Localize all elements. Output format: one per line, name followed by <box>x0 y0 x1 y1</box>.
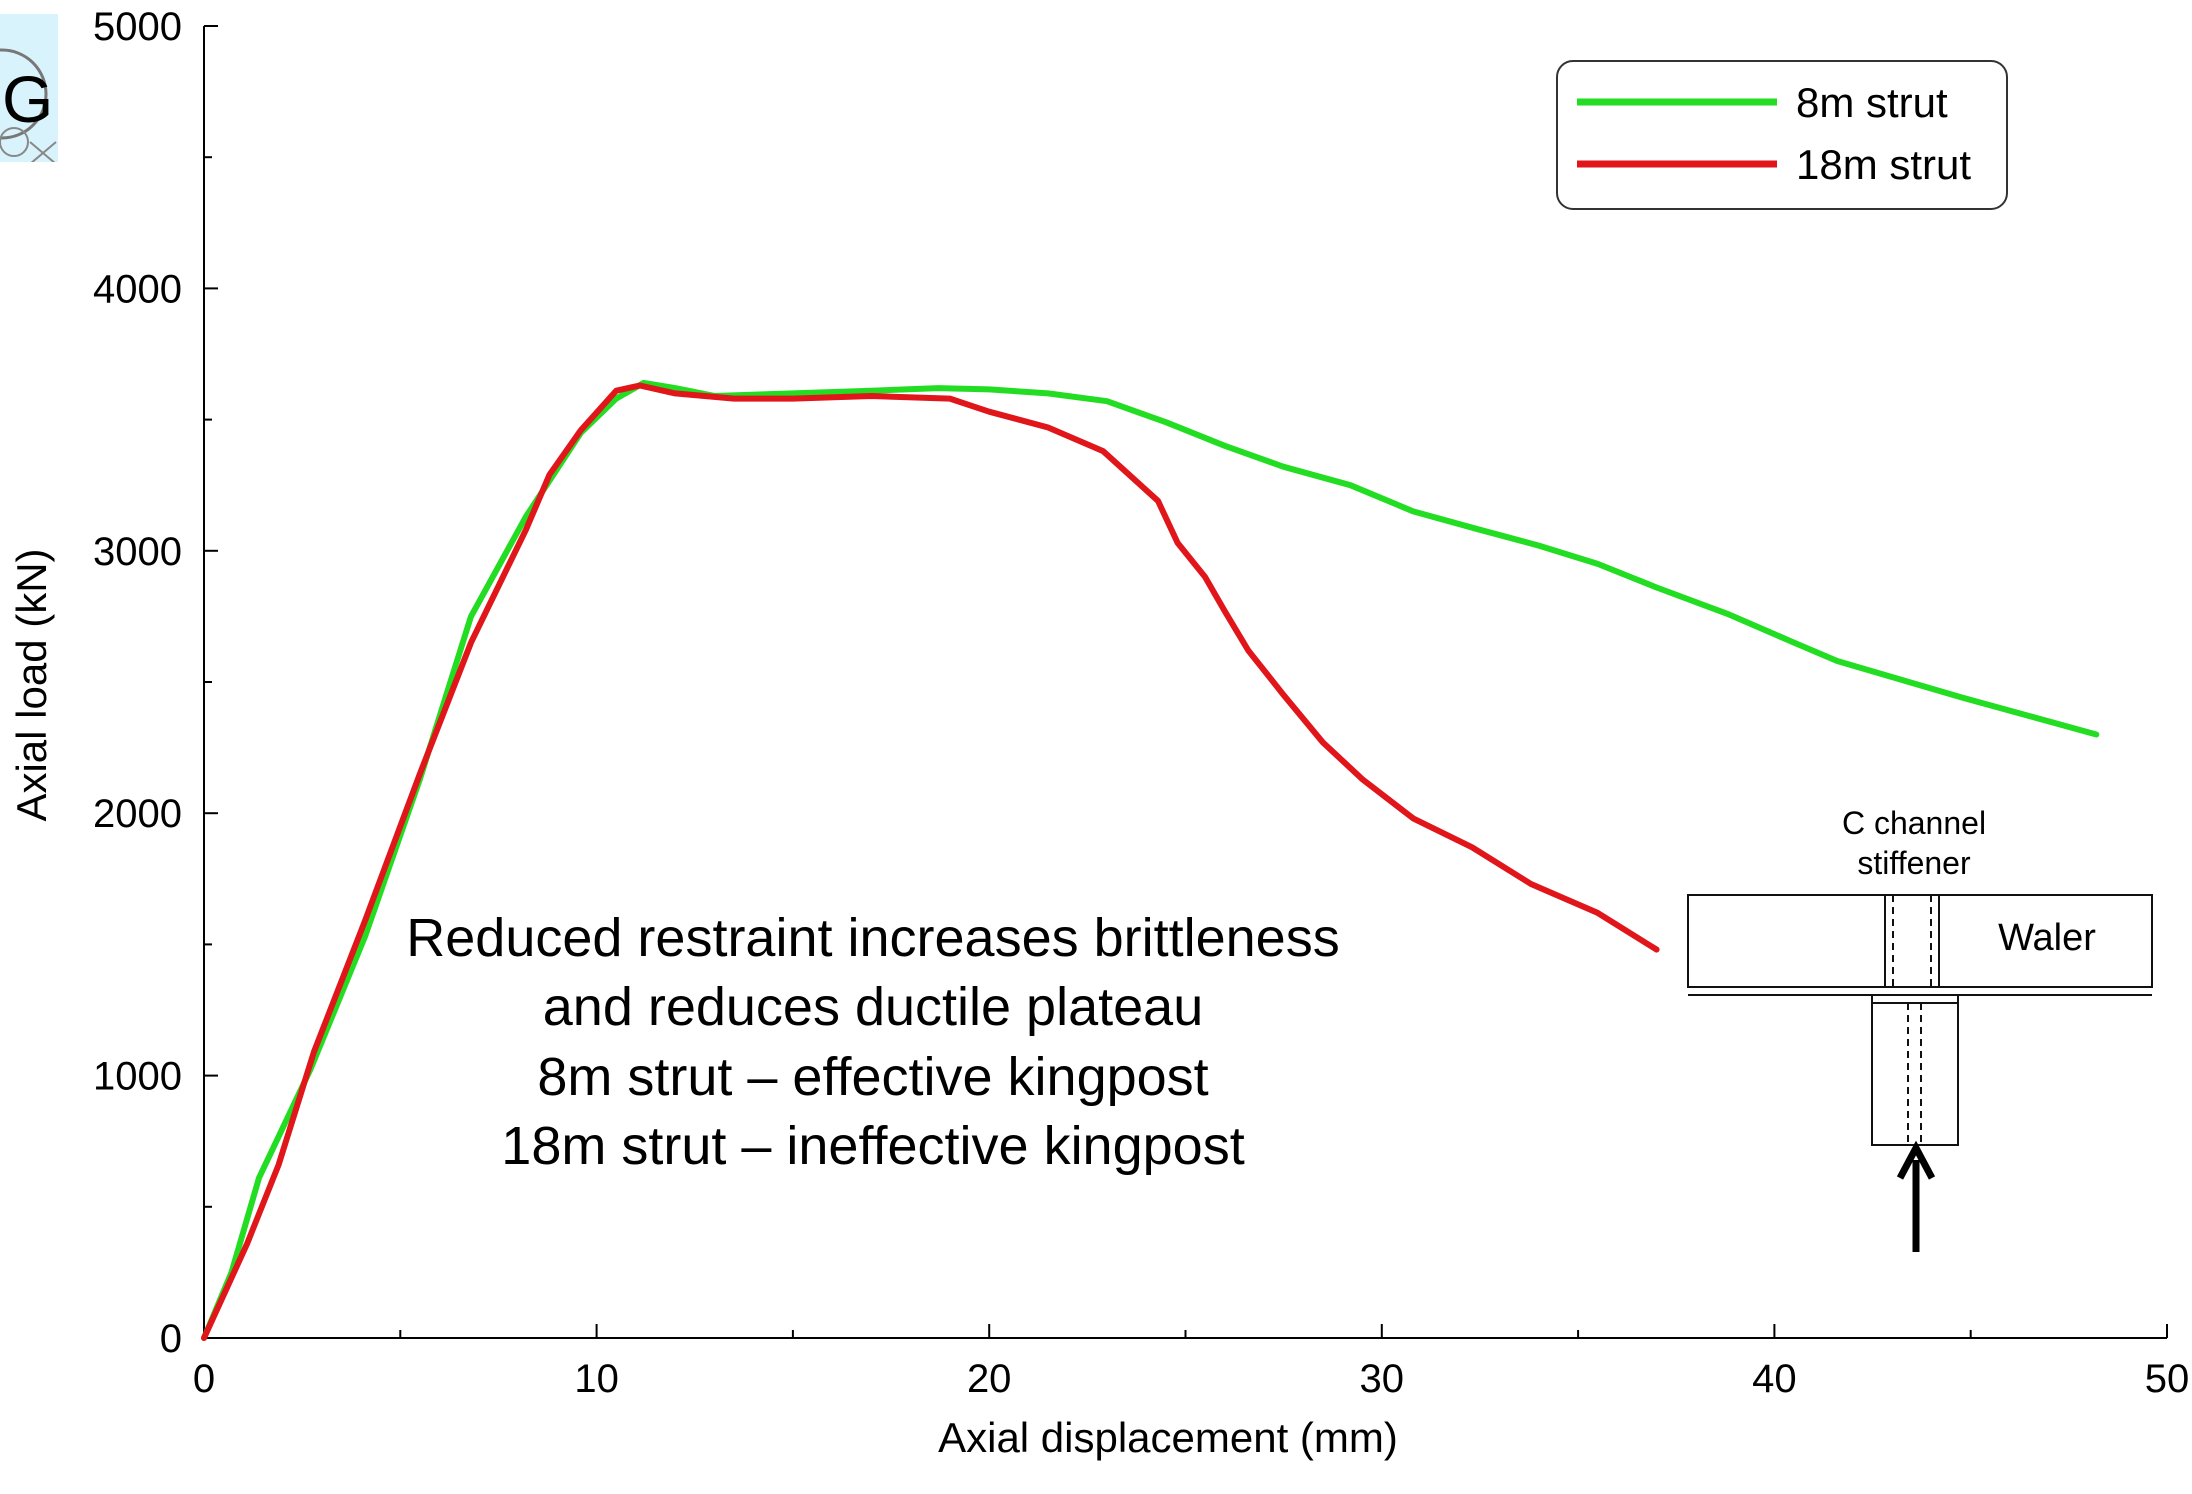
y-axis-label: Axial load (kN) <box>8 548 55 821</box>
x-tick-label: 10 <box>574 1357 619 1401</box>
axes: 0 10 20 30 40 50 0 1000 2000 3000 4000 5000 <box>93 5 2189 1401</box>
waler-label: Waler <box>1998 917 2096 959</box>
annotation-line-2: and reduces ductile plateau <box>543 977 1203 1037</box>
legend-label-18m-strut: 18m strut <box>1796 141 1971 188</box>
x-tick-label: 20 <box>967 1357 1012 1401</box>
logo-letter: G <box>2 62 53 136</box>
legend-label-8m-strut: 8m strut <box>1796 79 1948 126</box>
x-tick-label: 40 <box>1752 1357 1797 1401</box>
inset-stiffener-label-1: C channel <box>1842 805 1986 841</box>
legend-box <box>1556 60 2008 210</box>
x-tick-label: 0 <box>193 1357 215 1401</box>
x-tick-label: 50 <box>2145 1357 2190 1401</box>
annotation-line-3: 8m strut – effective kingpost <box>537 1047 1208 1107</box>
logo: G <box>0 14 58 162</box>
y-tick-label: 5000 <box>93 5 182 49</box>
waler-box <box>1687 894 2153 988</box>
logo-graphic: G <box>0 48 57 162</box>
x-tick-label: 30 <box>1360 1357 1405 1401</box>
series-line-18m-strut <box>201 382 1660 1341</box>
load-arrow-head <box>1896 1140 1936 1180</box>
x-axis-label: Axial displacement (mm) <box>938 1414 1398 1461</box>
inset-stiffener-label-2: stiffener <box>1857 845 1971 881</box>
series-layer <box>201 379 2100 1341</box>
strut-box <box>1871 994 1959 1146</box>
y-tick-label: 0 <box>160 1317 182 1361</box>
y-tick-label: 1000 <box>93 1055 182 1099</box>
inset-diagram: C channel stiffener Waler <box>1687 805 2153 1252</box>
annotation-line-1: Reduced restraint increases brittleness <box>406 908 1339 968</box>
y-tick-label: 3000 <box>93 530 182 574</box>
y-tick-label: 4000 <box>93 267 182 311</box>
y-tick-label: 2000 <box>93 792 182 836</box>
annotation-block: Reduced restraint increases brittleness … <box>406 908 1339 1176</box>
legend: 8m strut 18m strut <box>1556 60 2008 210</box>
series-line-8m-strut <box>201 379 2100 1341</box>
annotation-line-4: 18m strut – ineffective kingpost <box>501 1116 1244 1176</box>
